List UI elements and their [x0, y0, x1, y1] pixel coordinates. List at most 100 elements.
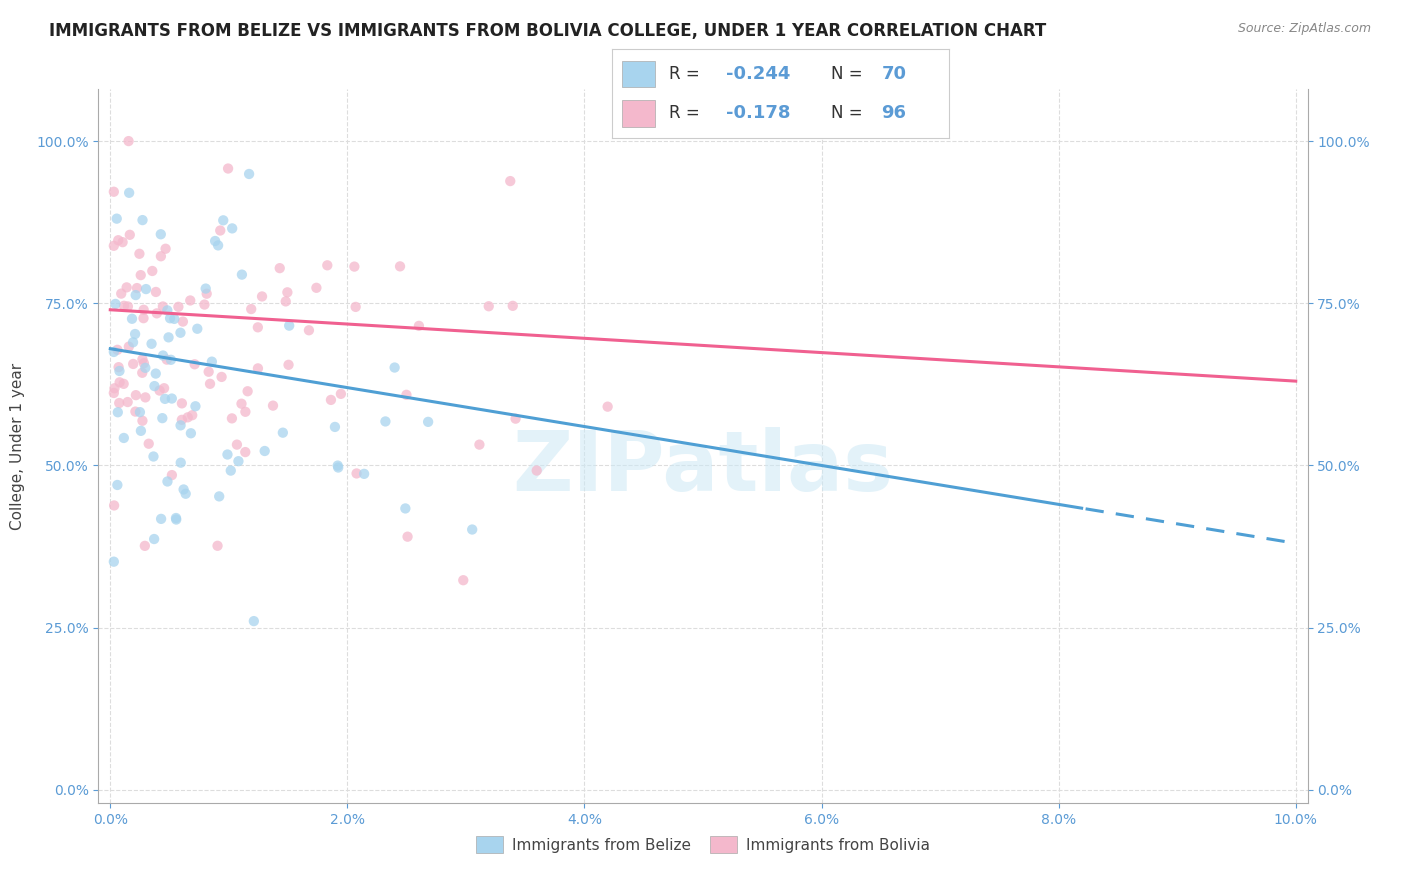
Point — [157, 330, 180, 344]
Point — [103, 499, 125, 513]
Point — [197, 365, 219, 379]
Point — [505, 411, 527, 425]
Point — [149, 227, 172, 242]
Point — [173, 483, 195, 497]
Point — [217, 161, 239, 176]
FancyBboxPatch shape — [621, 100, 655, 127]
Text: ZIPatlas: ZIPatlas — [513, 427, 893, 508]
Point — [219, 464, 242, 478]
Point — [170, 456, 193, 470]
Point — [128, 247, 150, 261]
Point — [226, 437, 249, 451]
Point — [526, 464, 548, 478]
Point — [179, 293, 201, 308]
Point — [155, 242, 177, 256]
Point — [156, 303, 179, 318]
Point — [316, 258, 339, 272]
Point — [198, 376, 221, 391]
Point — [167, 300, 190, 314]
Point — [125, 288, 148, 302]
Point — [195, 286, 218, 301]
Point — [326, 458, 349, 473]
Point — [596, 400, 619, 414]
Point — [165, 512, 187, 526]
Point — [394, 501, 416, 516]
Point — [150, 411, 173, 425]
Point — [207, 238, 229, 252]
Point — [107, 360, 129, 375]
Point — [174, 487, 197, 501]
Point — [115, 280, 138, 294]
Point — [107, 343, 129, 357]
Point — [134, 360, 156, 375]
Point — [103, 555, 125, 569]
Text: -0.178: -0.178 — [727, 104, 790, 122]
Point — [170, 396, 193, 410]
Point — [298, 323, 321, 337]
Point — [145, 367, 167, 381]
Point — [246, 320, 269, 334]
Point — [344, 300, 367, 314]
Point — [103, 239, 125, 253]
Point — [143, 379, 166, 393]
Point — [211, 370, 233, 384]
Point — [153, 392, 176, 406]
Point — [374, 414, 396, 428]
Point — [131, 352, 153, 367]
Point — [408, 318, 430, 333]
Point — [108, 396, 131, 410]
Point — [131, 213, 153, 227]
Point — [181, 408, 204, 422]
Point — [253, 444, 276, 458]
Point — [105, 211, 128, 226]
Point — [156, 475, 179, 489]
FancyBboxPatch shape — [621, 61, 655, 87]
Point — [146, 306, 169, 320]
Point — [271, 425, 294, 440]
Point — [277, 358, 299, 372]
Point — [323, 420, 346, 434]
Text: -0.244: -0.244 — [727, 65, 790, 83]
Point — [238, 167, 260, 181]
Point — [269, 261, 291, 276]
Point — [228, 454, 250, 468]
Point — [262, 399, 284, 413]
Point — [201, 354, 224, 368]
Point — [108, 376, 131, 390]
Point — [246, 361, 269, 376]
Point — [395, 388, 418, 402]
Point — [240, 301, 263, 316]
Point — [110, 286, 132, 301]
Point — [170, 413, 193, 427]
Text: IMMIGRANTS FROM BELIZE VS IMMIGRANTS FROM BOLIVIA COLLEGE, UNDER 1 YEAR CORRELAT: IMMIGRANTS FROM BELIZE VS IMMIGRANTS FRO… — [49, 22, 1046, 40]
Text: R =: R = — [669, 104, 704, 122]
Point — [103, 345, 125, 359]
Point — [131, 366, 153, 380]
Point — [231, 268, 253, 282]
Point — [103, 386, 125, 401]
Legend: Immigrants from Belize, Immigrants from Bolivia: Immigrants from Belize, Immigrants from … — [470, 830, 936, 859]
Point — [194, 282, 217, 296]
Point — [124, 326, 146, 341]
Point — [125, 388, 148, 402]
Point — [134, 539, 156, 553]
Point — [112, 431, 135, 445]
Point — [384, 360, 406, 375]
Point — [129, 424, 152, 438]
Point — [132, 356, 155, 370]
Point — [160, 352, 183, 367]
Point — [163, 311, 186, 326]
Point — [319, 392, 342, 407]
Point — [141, 336, 163, 351]
Point — [112, 376, 135, 391]
Point — [129, 268, 152, 282]
Point — [103, 381, 125, 395]
Text: 70: 70 — [882, 65, 907, 83]
Point — [274, 294, 297, 309]
Point — [231, 397, 253, 411]
Point — [278, 318, 301, 333]
Point — [233, 445, 256, 459]
Point — [103, 185, 125, 199]
Point — [243, 614, 266, 628]
Point — [105, 478, 128, 492]
